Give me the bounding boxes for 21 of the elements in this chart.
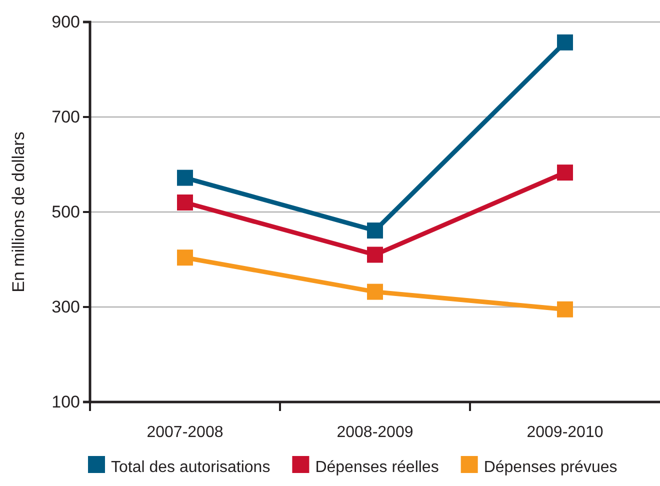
point	[177, 170, 193, 186]
legend-label: Dépenses prévues	[484, 459, 618, 476]
point	[177, 194, 193, 210]
y-tick-label: 100	[52, 392, 80, 412]
point	[557, 34, 573, 50]
point	[367, 222, 383, 239]
y-tick-label: 700	[52, 107, 80, 126]
point	[557, 301, 573, 318]
x-tick-label: 2008-2009	[336, 424, 414, 441]
point	[367, 284, 383, 300]
x-tick-label: 2007-2008	[146, 424, 224, 441]
x-tick-label: 2009-2010	[526, 424, 604, 441]
point	[177, 250, 193, 266]
legend-label: Total des autorisations	[111, 459, 270, 476]
y-tick-label: 300	[52, 297, 80, 316]
y-tick-label: 900	[52, 12, 80, 32]
point	[557, 164, 573, 181]
point	[367, 246, 383, 263]
y-axis-title: En millions de dollars	[9, 132, 28, 292]
y-tick-label: 500	[52, 202, 80, 222]
legend-label: Dépenses réelles	[315, 459, 439, 476]
